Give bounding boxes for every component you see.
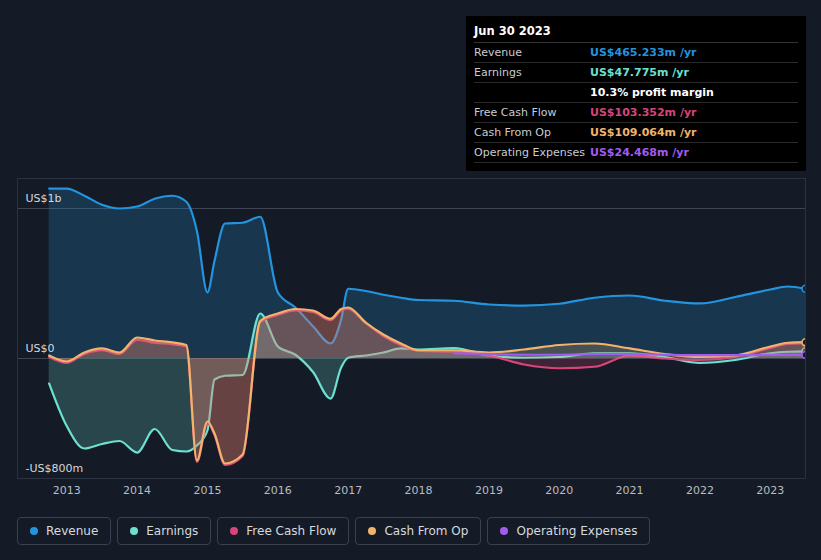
svg-text:2017: 2017 <box>334 484 362 497</box>
html-text:Operating Expenses: Operating Expenses <box>516 524 638 538</box>
html-text:Earnings: Earnings <box>474 66 522 79</box>
html-text:US$465.233m /yr: US$465.233m /yr <box>590 46 697 59</box>
svg-text:2016: 2016 <box>264 484 292 497</box>
html-text:US$103.352m /yr: US$103.352m /yr <box>590 106 697 119</box>
html-text:Free Cash Flow: Free Cash Flow <box>246 524 337 538</box>
svg-text:2018: 2018 <box>405 484 433 497</box>
html-text:US$109.064m /yr: US$109.064m /yr <box>590 126 697 139</box>
html-text:Cash From Op: Cash From Op <box>384 524 469 538</box>
svg-text:2020: 2020 <box>545 484 573 497</box>
html-text:10.3% profit margin: 10.3% profit margin <box>590 86 714 99</box>
svg-text:2022: 2022 <box>686 484 714 497</box>
svg-text:2021: 2021 <box>616 484 644 497</box>
html-text:Jun 30 2023: Jun 30 2023 <box>474 24 551 38</box>
svg-text:2023: 2023 <box>756 484 784 497</box>
svg-text:US$1b: US$1b <box>26 192 62 205</box>
svg-text:2014: 2014 <box>123 484 151 497</box>
svg-text:US$0: US$0 <box>26 342 55 355</box>
html-text:US$47.775m /yr: US$47.775m /yr <box>590 66 689 79</box>
svg-text:2015: 2015 <box>193 484 221 497</box>
html-text:Operating Expenses: Operating Expenses <box>474 146 585 159</box>
html-text:Revenue: Revenue <box>46 524 99 538</box>
svg-text:2019: 2019 <box>475 484 503 497</box>
html-text:Earnings: Earnings <box>146 524 199 538</box>
svg-text:2013: 2013 <box>53 484 81 497</box>
svg-text:-US$800m: -US$800m <box>26 462 84 475</box>
html-text:Cash From Op: Cash From Op <box>474 126 551 139</box>
html-text:Free Cash Flow: Free Cash Flow <box>474 106 557 119</box>
html-text:US$24.468m /yr: US$24.468m /yr <box>590 146 689 159</box>
html-text:Revenue: Revenue <box>474 46 522 59</box>
